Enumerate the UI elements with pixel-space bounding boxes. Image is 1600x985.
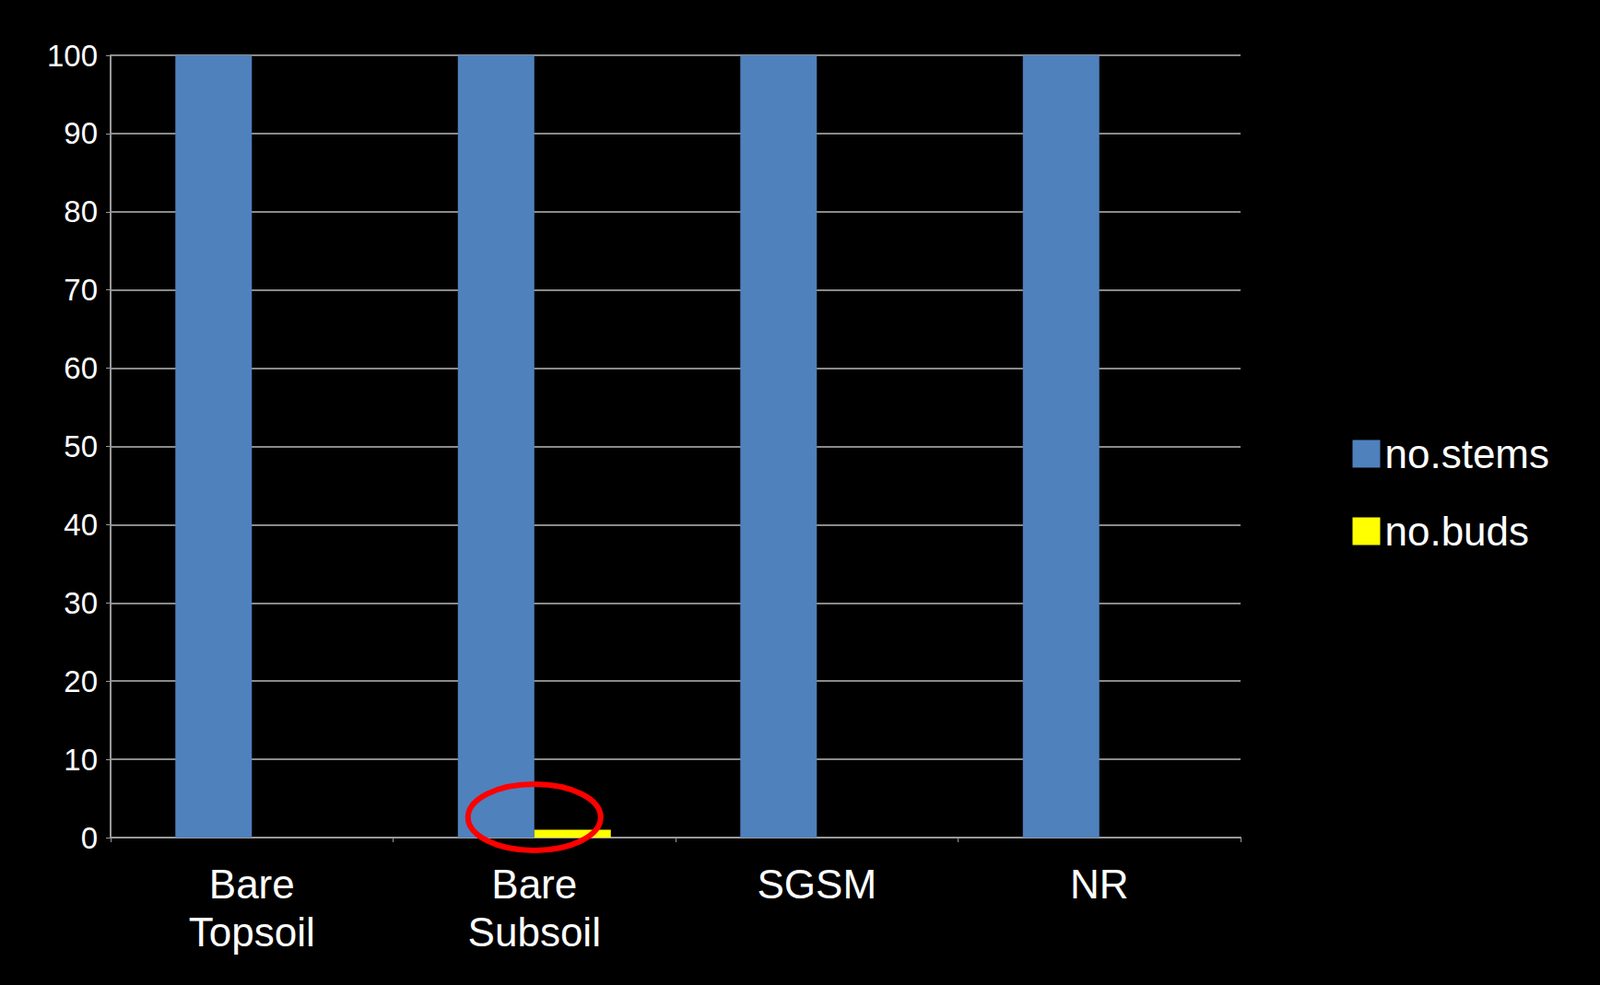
svg-text:70: 70 bbox=[63, 272, 98, 307]
svg-text:10: 10 bbox=[63, 742, 98, 777]
svg-text:Bare: Bare bbox=[209, 861, 295, 907]
svg-text:SGSM: SGSM bbox=[756, 861, 877, 907]
svg-text:0: 0 bbox=[81, 821, 98, 856]
svg-text:no.buds: no.buds bbox=[1384, 508, 1530, 554]
svg-text:30: 30 bbox=[63, 586, 98, 621]
svg-text:Subsoil: Subsoil bbox=[468, 909, 601, 955]
svg-text:20: 20 bbox=[63, 664, 98, 699]
svg-text:NR: NR bbox=[1070, 861, 1130, 907]
svg-text:40: 40 bbox=[63, 507, 98, 542]
svg-text:80: 80 bbox=[63, 194, 98, 229]
svg-text:90: 90 bbox=[63, 116, 98, 151]
svg-text:50: 50 bbox=[63, 429, 98, 464]
svg-text:Topsoil: Topsoil bbox=[188, 909, 316, 955]
svg-text:Bare: Bare bbox=[491, 861, 577, 907]
svg-text:no.stems: no.stems bbox=[1384, 431, 1550, 477]
svg-text:100: 100 bbox=[47, 38, 98, 73]
svg-text:60: 60 bbox=[63, 351, 98, 386]
